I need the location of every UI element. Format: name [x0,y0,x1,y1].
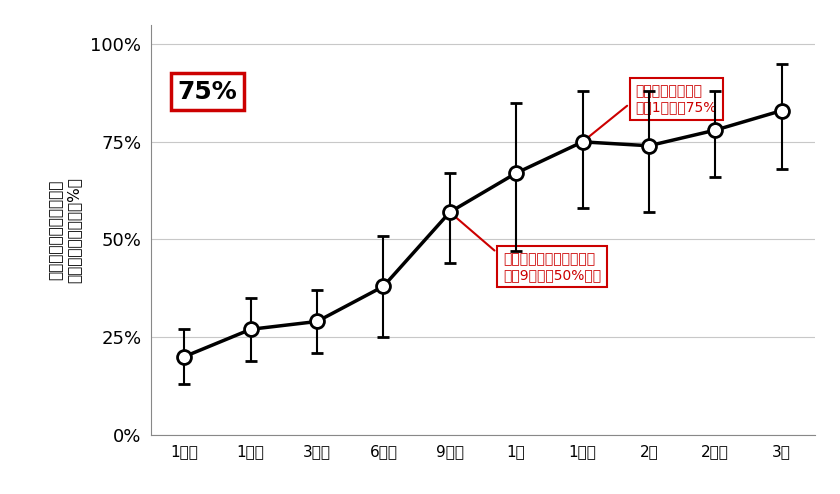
Text: 75%: 75% [178,80,238,104]
Text: 前歯が生えそろい始めた
生後9か月で50%以上: 前歯が生えそろい始めた 生後9か月で50%以上 [452,214,601,282]
Text: 奥歯が生え始めた
生後1歳半で75%: 奥歯が生え始めた 生後1歳半で75% [585,84,717,140]
Text: 大人が共通して保有する
口腔細菌の検出率（%）: 大人が共通して保有する 口腔細菌の検出率（%） [49,177,81,283]
